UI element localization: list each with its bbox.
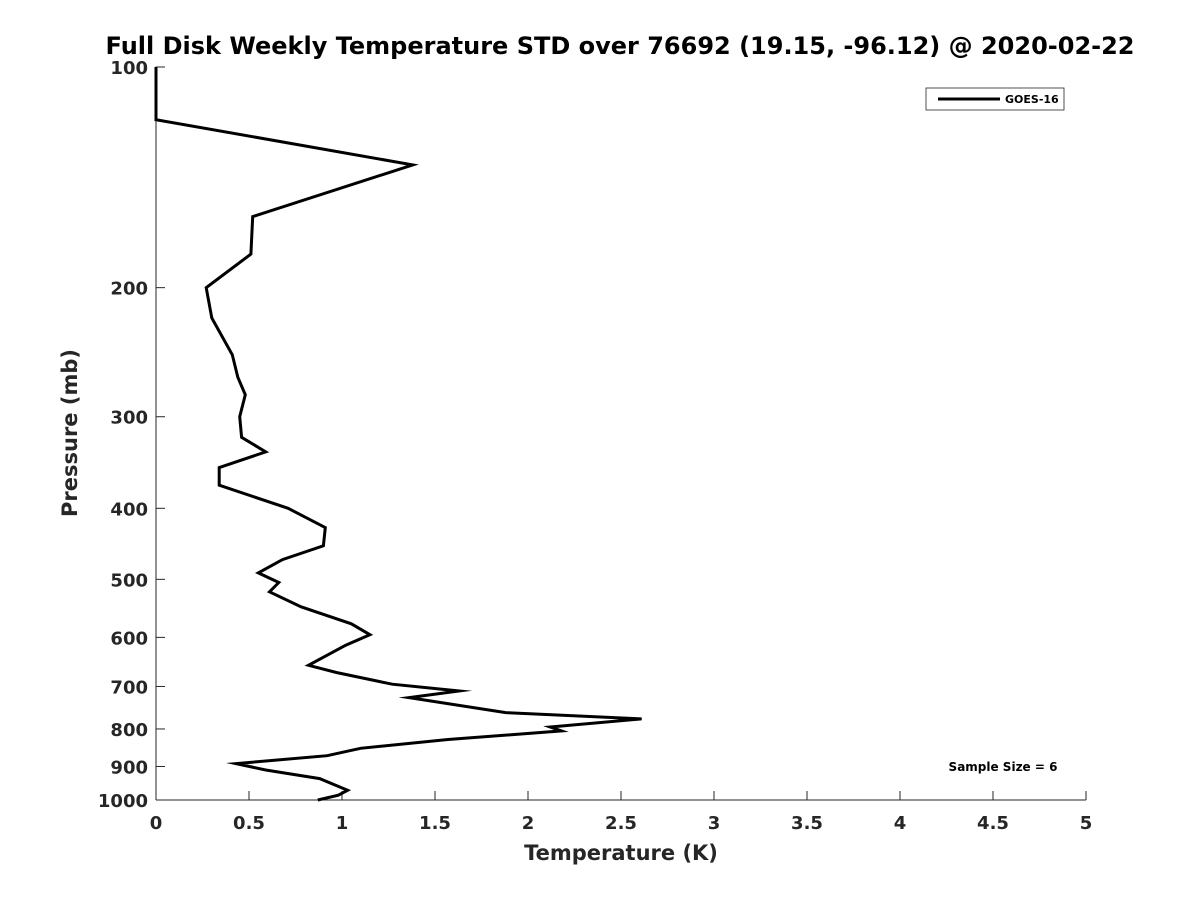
data-point xyxy=(308,664,309,666)
data-point xyxy=(641,718,642,720)
data-point xyxy=(324,527,326,529)
data-point xyxy=(391,683,393,685)
data-point xyxy=(287,507,289,509)
data-point xyxy=(155,66,157,68)
x-tick-label: 0.5 xyxy=(233,813,265,834)
x-tick-label: 4 xyxy=(894,813,907,834)
series-line-goes-16 xyxy=(154,67,642,802)
data-point xyxy=(269,591,270,593)
data-point xyxy=(505,712,507,714)
x-tick-label: 4.5 xyxy=(977,813,1009,834)
data-point xyxy=(250,253,252,255)
data-point xyxy=(278,582,280,583)
data-point xyxy=(231,354,233,356)
x-tick-label: 1.5 xyxy=(419,813,451,834)
y-tick-label: 200 xyxy=(110,279,148,300)
x-tick-label: 2.5 xyxy=(605,813,637,834)
y-tick-label: 500 xyxy=(110,570,148,591)
legend-label: GOES-16 xyxy=(1005,93,1059,106)
data-point xyxy=(319,778,321,780)
data-point xyxy=(218,484,220,486)
y-ticks: 100 200 300 400 500 600 700 800 900 1000 xyxy=(98,58,165,812)
data-point xyxy=(282,559,283,561)
x-tick-label: 1 xyxy=(336,813,349,834)
data-point xyxy=(326,755,328,757)
data-point xyxy=(211,317,213,319)
data-point xyxy=(300,606,302,608)
data-point xyxy=(252,216,254,218)
y-tick-label: 800 xyxy=(110,720,148,741)
data-point xyxy=(218,467,220,469)
data-point xyxy=(257,572,259,574)
y-tick-label: 600 xyxy=(110,628,148,649)
data-point xyxy=(239,416,241,418)
y-tick-label: 900 xyxy=(110,757,148,778)
data-point xyxy=(265,769,267,771)
y-tick-label: 400 xyxy=(110,499,148,520)
data-point xyxy=(412,164,414,166)
data-point xyxy=(265,451,267,453)
data-point xyxy=(347,789,349,791)
plot-area: 0 0.5 1 1.5 2 2.5 3 3.5 4 4.5 5 100 200 300 400 500 600… xyxy=(98,58,1092,834)
data-point xyxy=(549,726,551,728)
y-axis-label: Pressure (mb) xyxy=(58,349,82,517)
data-point xyxy=(408,697,410,699)
data-point xyxy=(317,799,319,801)
x-tick-label: 3 xyxy=(708,813,721,834)
data-point xyxy=(337,794,339,796)
data-point xyxy=(237,376,239,378)
data-point xyxy=(322,545,324,547)
sample-size-annotation: Sample Size = 6 xyxy=(949,760,1058,774)
x-tick-label: 3.5 xyxy=(791,813,823,834)
x-tick-label: 2 xyxy=(522,813,535,834)
data-point xyxy=(244,394,246,396)
data-point xyxy=(369,634,371,636)
data-point xyxy=(235,763,237,765)
data-point xyxy=(561,730,562,732)
data-point xyxy=(155,119,157,121)
data-point xyxy=(345,644,347,646)
y-tick-label: 1000 xyxy=(98,791,148,812)
x-axis-label: Temperature (K) xyxy=(524,841,718,865)
data-point xyxy=(205,287,207,289)
chart-title: Full Disk Weekly Temperature STD over 76… xyxy=(106,32,1135,60)
data-point xyxy=(447,739,449,740)
data-point xyxy=(241,436,243,438)
y-tick-label: 300 xyxy=(110,408,148,429)
y-tick-label: 100 xyxy=(110,58,148,79)
legend: GOES-16 xyxy=(925,87,1065,111)
x-ticks: 0 0.5 1 1.5 2 2.5 3 3.5 4 4.5 5 xyxy=(150,791,1093,834)
data-point xyxy=(350,623,352,625)
data-point xyxy=(335,672,337,673)
x-tick-label: 0 xyxy=(150,813,163,834)
data-point xyxy=(458,690,460,692)
y-tick-label: 700 xyxy=(110,677,148,698)
series-layer xyxy=(154,66,642,802)
x-tick-label: 5 xyxy=(1080,813,1093,834)
data-point xyxy=(360,747,362,749)
